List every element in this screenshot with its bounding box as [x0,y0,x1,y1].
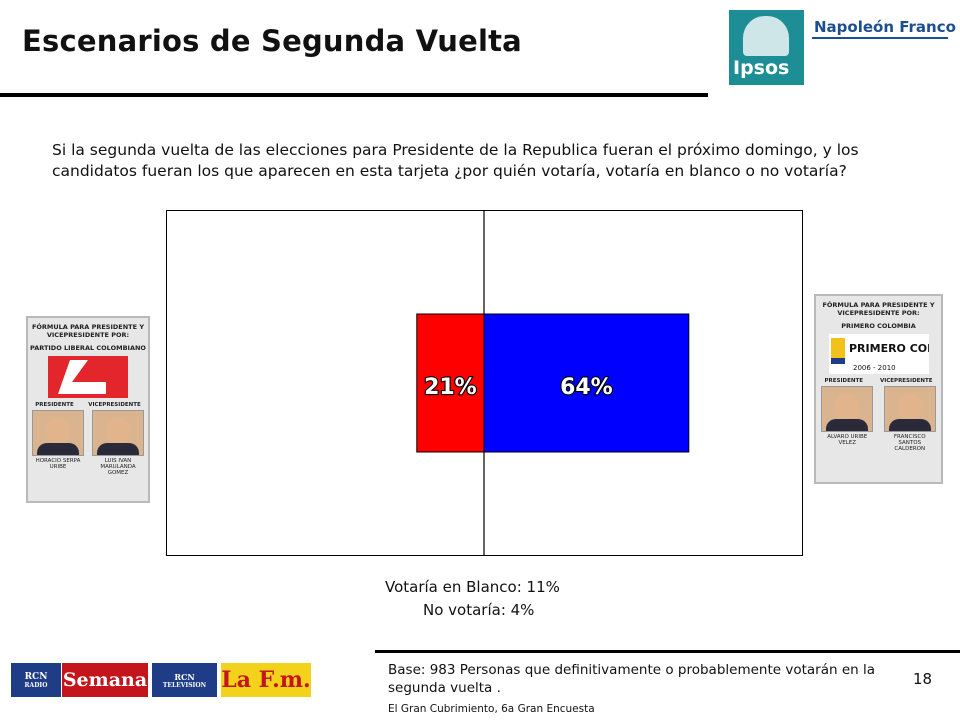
vice-president-name: LUIS IVAN MARULANDA GOMEZ [100,458,136,476]
napoleon-franco-underline [812,37,948,39]
role-vice-label: VICEPRESIDENTE [88,402,141,408]
bar-value-label-right: 64% [560,375,613,400]
vice-president-photo [92,410,144,456]
role-president-label: PRESIDENTE [824,378,863,384]
primero-colombia-logo: PRIMERO COLOMBIA 2006 - 2010 [828,334,960,374]
rcn-radio-logo-sub: RADIO [24,681,48,689]
president-name: HORACIO SERPA URIBE [35,458,81,470]
card-party-name: PARTIDO LIBERAL COLOMBIANO [30,344,146,352]
ipsos-logo-text: Ipsos [733,57,790,79]
footer-divider [375,650,960,653]
president-name: ALVARO URIBE VELEZ [827,434,868,446]
diverging-bar-chart: 21% 64% [416,210,690,556]
ipsos-logo: Ipsos [729,10,804,85]
role-vice-label: VICEPRESIDENTE [879,378,933,384]
blank-vote-note: Votaría en Blanco: 11% [385,578,560,596]
rcn-tv-logo-sub: TELEVISION [162,681,207,689]
sample-base-note: Base: 983 Personas que definitivamente o… [388,662,876,696]
source-note: El Gran Cubrimiento, 6a Gran Encuesta [388,703,595,715]
rcn-television-logo: RCN TELEVISION [152,663,217,697]
president-photo [32,410,84,456]
page-title: Escenarios de Segunda Vuelta [22,24,522,58]
semana-logo: Semana [62,663,148,697]
rcn-radio-logo: RCN RADIO [11,663,61,697]
primero-colombia-logo-icon: PRIMERO COLOMBIA 2006 - 2010 [830,338,960,372]
liberal-party-logo [48,356,128,398]
card-party-name: PRIMERO COLOMBIA [841,322,916,330]
title-divider [0,93,708,97]
card-heading: FÓRMULA PARA PRESIDENTE Y VICEPRESIDENTE… [31,323,145,339]
logo-text: PRIMERO COLOMBIA [849,342,929,355]
bar-left [416,313,485,453]
vice-president-photo [883,386,936,432]
liberal-party-logo-icon [48,356,128,398]
survey-question: Si la segunda vuelta de las elecciones p… [52,141,859,180]
candidate-card-liberal: FÓRMULA PARA PRESIDENTE Y VICEPRESIDENTE… [26,316,150,503]
candidate-card-primero-colombia: FÓRMULA PARA PRESIDENTE Y VICEPRESIDENTE… [814,294,960,484]
ipsos-logo-mark [743,16,789,56]
vice-president-name: FRANCISCO SANTOS CALDERON [893,434,926,452]
napoleon-franco-logo: Napoleón Franco [814,18,956,36]
no-vote-note: No votaría: 4% [423,601,535,619]
president-photo [821,386,874,432]
bar-value-label-left: 21% [424,375,477,400]
logo-years: 2006 - 2010 [853,364,896,372]
role-president-label: PRESIDENTE [35,402,74,408]
rcn-tv-logo-text: RCN [174,671,195,682]
card-heading: FÓRMULA PARA PRESIDENTE Y VICEPRESIDENTE… [822,301,935,317]
rcn-radio-logo-text: RCN [24,671,48,682]
la-fm-logo: La F.m. [221,663,311,697]
bar-right [483,313,690,453]
page-number: 18 [913,670,933,688]
